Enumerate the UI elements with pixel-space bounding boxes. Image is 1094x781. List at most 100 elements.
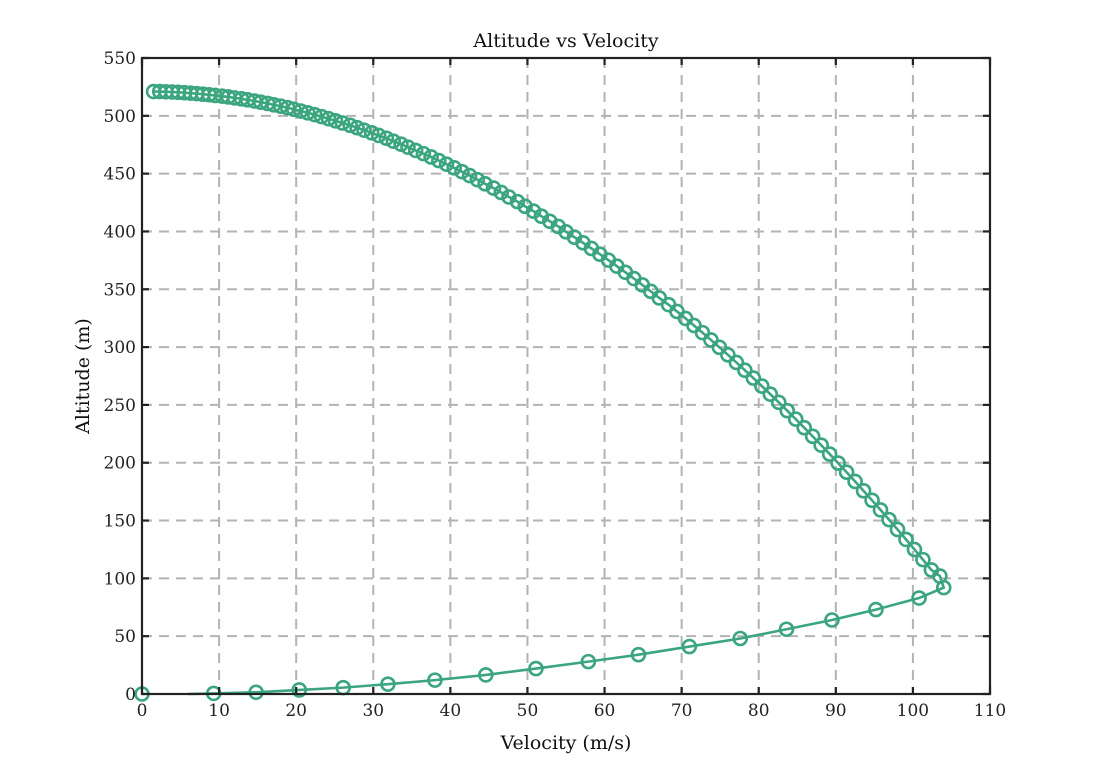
descent-marker (320, 110, 337, 127)
y-tick-label: 450 (104, 165, 136, 185)
descent-marker (477, 176, 493, 192)
descent-marker (293, 103, 309, 119)
descent-marker (430, 152, 447, 169)
descent-marker (906, 541, 923, 558)
ascent-marker (911, 590, 927, 606)
x-tick-label: 80 (748, 701, 770, 721)
y-tick-label: 300 (104, 338, 136, 358)
series-line (153, 90, 946, 696)
ascent-marker (630, 646, 647, 663)
descent-marker (446, 160, 463, 176)
descent-marker (334, 115, 351, 131)
descent-marker (356, 122, 372, 138)
descent-marker (378, 130, 395, 147)
descent-marker (327, 112, 344, 129)
ascent-marker (478, 667, 494, 683)
descent-marker (342, 117, 358, 134)
descent-marker (915, 551, 931, 568)
descent-marker (493, 184, 510, 201)
descent-marker (754, 378, 770, 394)
descent-marker (787, 411, 804, 427)
ascent-marker (732, 630, 749, 647)
descent-marker (804, 428, 821, 445)
ascent-marker (427, 672, 443, 688)
descent-marker (889, 521, 906, 538)
descent-marker (370, 127, 387, 144)
descent-marker (898, 531, 914, 548)
descent-marker (745, 370, 762, 386)
y-tick-label: 500 (104, 107, 136, 127)
descent-marker (501, 189, 517, 205)
ascent-marker (824, 612, 840, 628)
x-tick-label: 110 (974, 701, 1006, 721)
y-tick-label: 550 (104, 49, 136, 69)
x-tick-label: 40 (440, 701, 462, 721)
descent-marker (821, 446, 838, 462)
ascent-marker (935, 579, 952, 596)
descent-marker (779, 402, 796, 419)
axis-ticks: 0 10 20 30 40 50 60 70 80 90 100 110 0 50 100 150 200 250… (104, 49, 1007, 721)
descent-marker (461, 167, 478, 184)
descent-marker (762, 386, 779, 402)
x-tick-label: 0 (137, 701, 148, 721)
descent-marker (485, 180, 502, 196)
x-tick-label: 60 (594, 701, 616, 721)
descent-marker (299, 105, 316, 121)
descent-marker (438, 156, 455, 172)
descent-marker (407, 142, 424, 159)
grid-lines (142, 58, 990, 694)
descent-marker (423, 149, 439, 165)
y-tick-label: 400 (104, 222, 136, 242)
descent-marker (720, 347, 736, 363)
descent-marker (796, 419, 813, 436)
ascent-marker (528, 660, 544, 677)
descent-marker (855, 483, 872, 499)
descent-marker (415, 145, 432, 162)
x-tick-label: 50 (517, 701, 539, 721)
descent-marker (830, 455, 846, 471)
y-tick-label: 0 (125, 685, 136, 705)
ascent-marker (868, 601, 884, 618)
descent-marker (363, 125, 380, 141)
descent-marker (881, 511, 897, 528)
descent-marker (349, 119, 365, 136)
descent-marker (838, 464, 855, 481)
descent-marker (266, 97, 282, 113)
ascent-marker (291, 682, 308, 698)
descent-marker (525, 203, 542, 220)
descent-marker (313, 108, 330, 125)
ascent-marker (380, 676, 396, 692)
ascent-marker (580, 653, 597, 670)
descent-marker (847, 473, 863, 490)
ascent-marker (248, 684, 264, 701)
x-axis-label: Velocity (m/s) (500, 732, 632, 754)
descent-marker (813, 437, 829, 453)
descent-marker (509, 193, 526, 210)
x-tick-label: 70 (671, 701, 693, 721)
descent-marker (306, 106, 323, 123)
descent-marker (770, 394, 787, 411)
descent-marker (728, 354, 745, 371)
y-tick-label: 250 (104, 396, 136, 416)
y-tick-label: 50 (114, 627, 136, 647)
chart-title: Altitude vs Velocity (472, 30, 658, 52)
x-tick-label: 20 (285, 701, 307, 721)
x-tick-label: 100 (897, 701, 929, 721)
y-axis-label: Altitude (m) (72, 318, 94, 435)
y-tick-label: 100 (104, 569, 136, 589)
y-tick-label: 150 (104, 512, 136, 532)
descent-marker (864, 492, 880, 509)
descent-marker (872, 502, 889, 518)
x-tick-label: 90 (825, 701, 847, 721)
y-tick-label: 350 (104, 280, 136, 300)
descent-marker (469, 171, 486, 188)
descent-marker (385, 133, 402, 149)
x-tick-label: 30 (362, 701, 384, 721)
descent-marker (286, 101, 302, 118)
x-tick-label: 10 (208, 701, 230, 721)
plot-frame (140, 56, 992, 696)
descent-marker (454, 163, 470, 180)
ascent-marker (681, 638, 698, 655)
descent-marker (737, 362, 753, 379)
